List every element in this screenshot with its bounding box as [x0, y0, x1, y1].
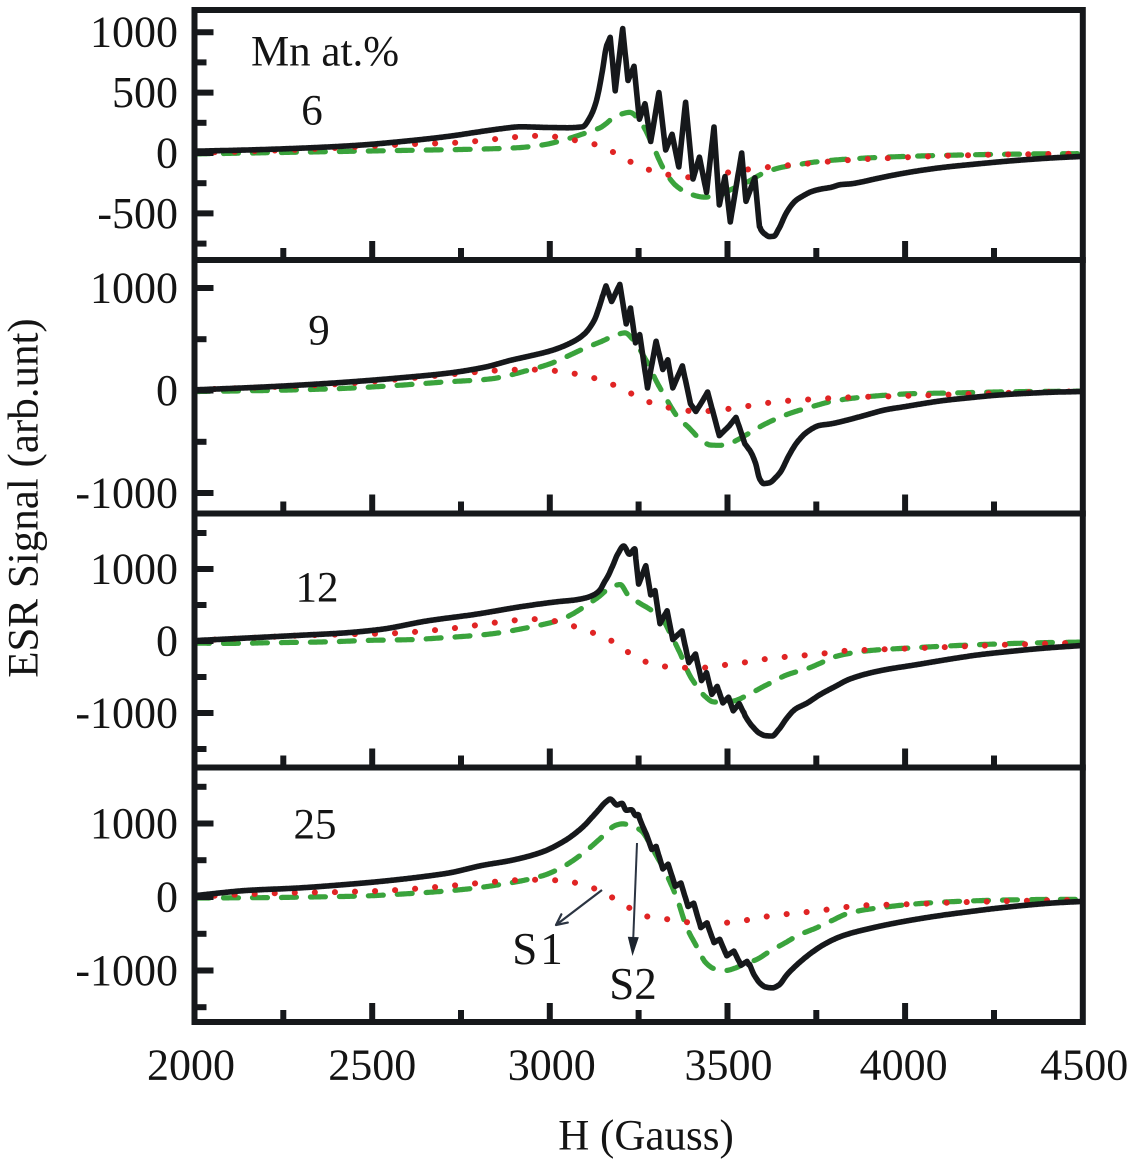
svg-text:ESR Signal (arb.unt): ESR Signal (arb.unt)	[1, 318, 48, 678]
svg-text:Mn at.%: Mn at.%	[251, 29, 399, 76]
svg-text:2500: 2500	[328, 1041, 416, 1090]
svg-text:H (Gauss): H (Gauss)	[558, 1113, 734, 1160]
svg-text:6: 6	[301, 88, 323, 135]
svg-text:0: 0	[156, 366, 178, 415]
svg-text:-1000: -1000	[75, 469, 178, 518]
svg-text:4000: 4000	[860, 1041, 948, 1090]
svg-text:S2: S2	[609, 959, 657, 1009]
svg-text:0: 0	[156, 873, 178, 922]
svg-text:2000: 2000	[147, 1041, 235, 1090]
svg-text:S1: S1	[512, 924, 566, 974]
svg-text:0: 0	[156, 617, 178, 666]
svg-text:3000: 3000	[508, 1041, 596, 1090]
svg-text:25: 25	[294, 802, 337, 849]
svg-text:-1000: -1000	[75, 689, 178, 738]
svg-text:-1000: -1000	[75, 946, 178, 995]
svg-text:1000: 1000	[90, 264, 178, 313]
svg-text:1000: 1000	[90, 8, 178, 57]
svg-text:9: 9	[308, 308, 330, 355]
svg-text:-500: -500	[97, 189, 178, 238]
svg-text:1000: 1000	[90, 799, 178, 848]
svg-text:0: 0	[156, 129, 178, 178]
svg-text:500: 500	[112, 68, 178, 117]
svg-text:1000: 1000	[90, 545, 178, 594]
svg-text:4500: 4500	[1040, 1041, 1128, 1090]
svg-text:3500: 3500	[685, 1041, 773, 1090]
svg-text:12: 12	[296, 565, 339, 612]
